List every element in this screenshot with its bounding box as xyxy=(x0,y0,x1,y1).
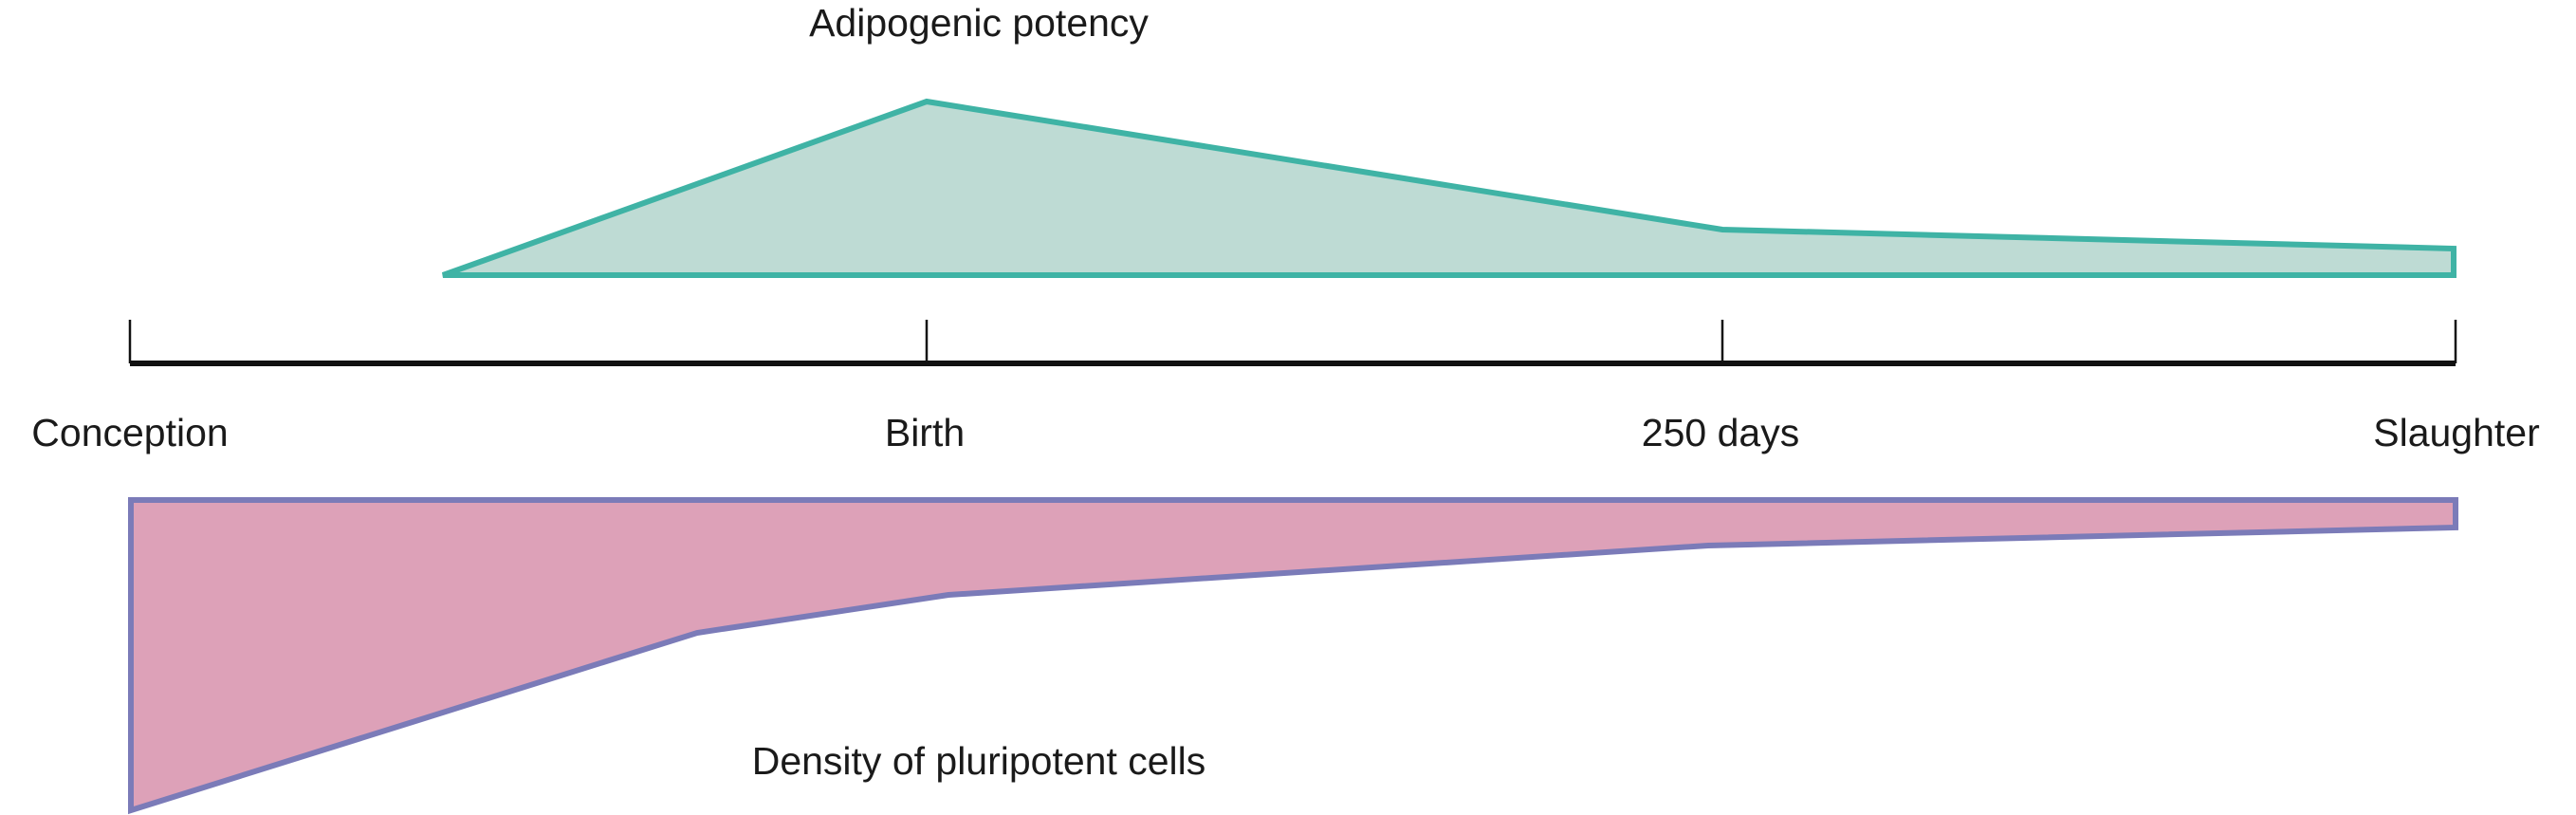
timeline-label-slaughter: Slaughter xyxy=(2373,411,2540,454)
pluripotent-density-label: Density of pluripotent cells xyxy=(751,739,1206,783)
timeline-label-birth: Birth xyxy=(884,411,966,454)
timeline-label-conception: Conception xyxy=(31,411,229,454)
pluripotent-density-area xyxy=(128,497,2458,815)
adipogenic-potency-label: Adipogenic potency xyxy=(809,1,1149,45)
timeline-label-250-days: 250 days xyxy=(1641,411,1800,454)
adipogenic-potency-area xyxy=(441,98,2456,278)
